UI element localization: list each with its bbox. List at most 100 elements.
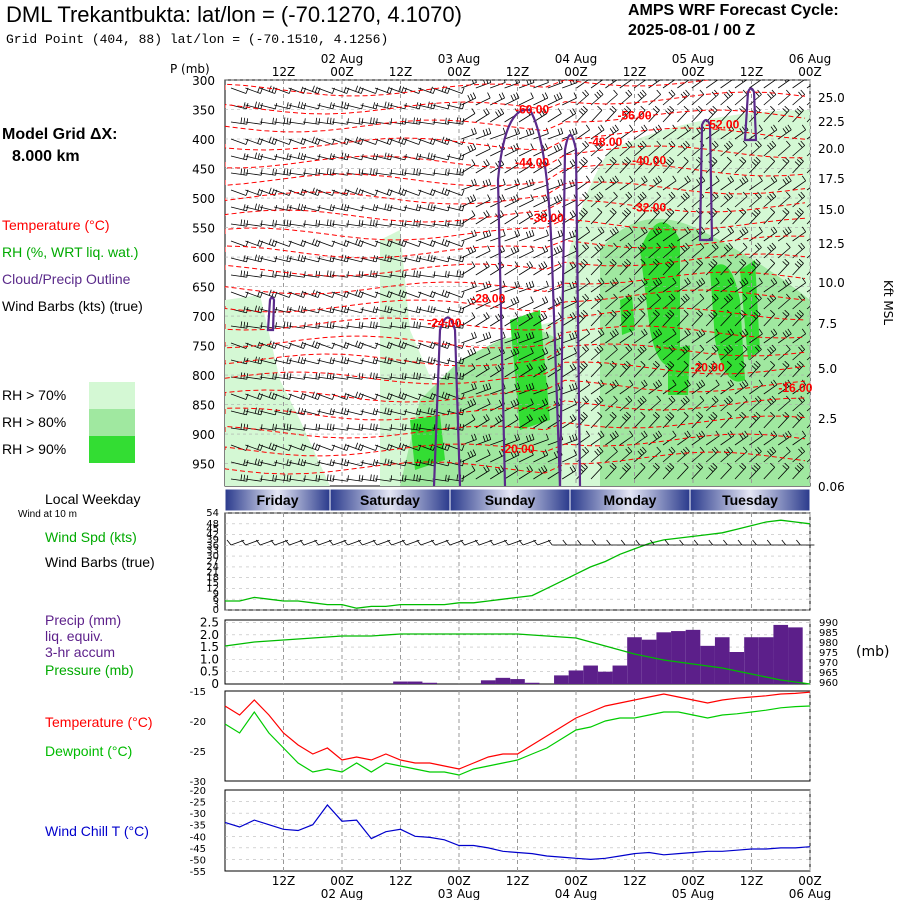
wind-barb-shaft	[360, 257, 377, 263]
wind-barb	[461, 210, 476, 225]
wind-barb-flag	[611, 258, 617, 264]
wind-barb-shaft	[274, 257, 290, 263]
wind-barb-shaft	[648, 282, 662, 293]
surface-barb-flag	[796, 539, 801, 546]
wind-barb	[605, 191, 618, 208]
wind-barb-flag	[580, 261, 586, 266]
wind-barb-shaft	[777, 94, 791, 106]
wind-barb-flag	[447, 102, 450, 109]
wind-barb-flag	[418, 459, 422, 466]
wind-barb-flag	[358, 372, 361, 379]
wind-barb-shaft	[274, 104, 290, 110]
wind-barb-flag	[813, 398, 817, 403]
wind-barb-flag	[304, 220, 306, 227]
wind-barb-flag	[782, 363, 788, 368]
surface-barb-flag	[328, 539, 334, 546]
wind-barb-shaft	[331, 427, 348, 431]
legend-rh70-swatch	[89, 382, 135, 409]
wind-barb	[432, 270, 450, 278]
wind-barb-flag	[771, 242, 777, 248]
wind-barb-flag	[614, 175, 619, 182]
wind-barb-flag	[401, 423, 404, 430]
temperature-line	[224, 691, 811, 770]
wind-barb-flag	[624, 414, 629, 419]
wind-barb-flag	[404, 424, 407, 431]
wind-barb-flag	[384, 407, 387, 414]
wind-barb-flag	[665, 212, 671, 217]
wind-barb-shaft	[518, 235, 535, 242]
wind-barb-flag	[629, 379, 634, 386]
surface-barb-flag	[577, 539, 582, 546]
wind-barb-shaft	[662, 451, 676, 463]
wind-barb-flag	[390, 118, 393, 125]
wind-barb-flag	[754, 142, 760, 148]
wind-barb	[461, 108, 476, 123]
wind-barb-shaft	[705, 467, 718, 480]
wind-barb-shaft	[633, 282, 648, 293]
wind-barb-flag	[542, 246, 546, 253]
wind-barb-shaft	[432, 206, 449, 212]
wind-barb-shaft	[418, 461, 434, 467]
wind-barb-flag	[257, 341, 261, 348]
wind-barb-shaft	[418, 478, 435, 482]
wind-barb-flag	[314, 290, 318, 297]
wind-barb-flag	[673, 74, 676, 79]
wind-barb-flag	[289, 271, 292, 278]
wind-barb-flag	[711, 295, 717, 301]
wind-barb-flag	[531, 433, 535, 440]
wind-barb-flag	[525, 435, 529, 442]
wind-barb-flag	[361, 169, 364, 176]
wind-barb-flag	[398, 340, 402, 347]
wind-barb-shaft	[302, 342, 319, 349]
pressure-tick-label: 975	[819, 648, 838, 659]
wind-barb-shaft	[331, 444, 347, 451]
wind-barb-flag	[257, 459, 260, 466]
pressure-tick-label: 970	[819, 658, 838, 669]
wind-barb-shaft	[490, 235, 506, 242]
wind-barb-flag	[430, 188, 433, 195]
wind-barb-flag	[569, 80, 572, 85]
wind-barb-flag	[274, 153, 278, 160]
wind-barb-flag	[609, 128, 614, 134]
precip-bar	[393, 681, 408, 684]
wind-barb-shaft	[475, 301, 491, 310]
wind-barb-flag	[572, 312, 577, 318]
wind-barb-flag	[685, 242, 690, 248]
wind-barb-flag	[801, 124, 807, 131]
rh-region	[668, 345, 690, 395]
surface-barb-flag	[343, 539, 349, 546]
surface-barb-flag	[650, 539, 655, 546]
wind-barb	[403, 423, 421, 431]
pressure-tick-label: 400	[192, 133, 215, 147]
wind-barb-flag	[612, 126, 617, 132]
wind-barb-shaft	[288, 478, 305, 482]
wind-barb-shaft	[360, 427, 377, 431]
wind-barb-flag	[742, 446, 748, 452]
wind-barb-flag	[578, 212, 584, 217]
wind-barb	[619, 105, 632, 123]
wind-barb-flag	[390, 306, 393, 313]
wind-barb-flag	[272, 117, 274, 124]
wind-barb-flag	[286, 204, 289, 211]
wind-barb-flag	[723, 450, 729, 456]
wind-barb	[259, 168, 277, 176]
wind-barb-shaft	[389, 206, 406, 212]
wind-barb-shaft	[806, 220, 810, 225]
wind-barb-flag	[286, 255, 289, 262]
wind-barb-flag	[433, 408, 436, 415]
wind-barb-flag	[612, 432, 617, 438]
wind-barb	[633, 175, 648, 191]
wind-barb-flag	[315, 372, 318, 379]
wind-barb	[331, 118, 349, 125]
wind-barb-flag	[653, 128, 658, 134]
wind-barb-flag	[686, 430, 691, 437]
wind-barb	[763, 360, 776, 378]
wind-barb-flag	[782, 179, 787, 185]
wind-barb	[533, 347, 549, 361]
wind-barb	[806, 238, 810, 242]
wind-barb-flag	[445, 219, 447, 226]
wind-barb-shaft	[317, 223, 334, 227]
wind-barb-flag	[786, 89, 791, 95]
wind-barb-shaft	[259, 359, 276, 365]
wind-tick-label: 48	[206, 519, 219, 530]
